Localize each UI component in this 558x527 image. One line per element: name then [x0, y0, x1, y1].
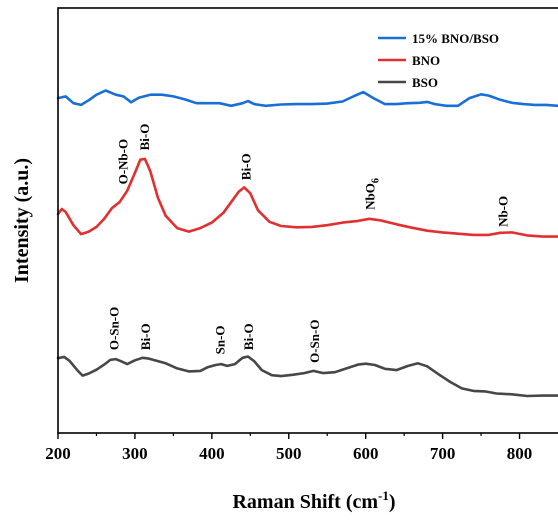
- peak-annotation: NbO6: [363, 178, 382, 210]
- peak-annotation: O-Sn-O: [106, 307, 121, 350]
- x-tick-label: 500: [276, 444, 302, 463]
- peak-annotation: Bi-O: [241, 323, 256, 350]
- x-tick-label: 600: [353, 444, 379, 463]
- y-axis-title: Intensity (a.u.): [11, 158, 33, 283]
- legend-label-1: 15% BNO/BSO: [412, 31, 499, 46]
- series-layer: [56, 89, 558, 398]
- x-tick-label: 700: [430, 444, 456, 463]
- plot-frame: [57, 7, 558, 434]
- x-axis-title: Raman Shift (cm-1): [232, 488, 395, 513]
- peak-annotation: O-Sn-O: [307, 320, 322, 363]
- peak-annotation: Bi-O: [137, 124, 152, 151]
- series-line-1: [56, 89, 558, 108]
- x-axis-title-main: Raman Shift (cm: [232, 491, 378, 513]
- legend: 15% BNO/BSO BNO BSO: [378, 31, 499, 90]
- peak-annotation: O-Nb-O: [116, 139, 131, 185]
- series-line-2: [56, 157, 558, 238]
- x-tick-label: 800: [507, 444, 533, 463]
- legend-label-3: BSO: [412, 75, 438, 90]
- x-axis-title-superscript: -1: [378, 488, 389, 503]
- x-tick-label: 400: [199, 444, 225, 463]
- tick-layer: 200 300 400 500 600 700 800: [45, 433, 532, 463]
- x-tick-label: 300: [122, 444, 148, 463]
- peak-annotation: Nb-O: [496, 196, 511, 227]
- x-axis-title-end: ): [389, 491, 396, 513]
- peak-annotation: Bi-O: [138, 323, 153, 350]
- series-line-3: [56, 355, 558, 398]
- annotation-layer: O-Nb-O Bi-O Bi-O NbO6 Nb-O O-Sn-O Bi-O Sn-O Bi-O…: [106, 124, 510, 363]
- peak-annotation: Sn-O: [213, 325, 228, 354]
- x-tick-label: 200: [45, 444, 71, 463]
- peak-annotation: Bi-O: [239, 153, 254, 180]
- legend-label-2: BNO: [412, 53, 440, 68]
